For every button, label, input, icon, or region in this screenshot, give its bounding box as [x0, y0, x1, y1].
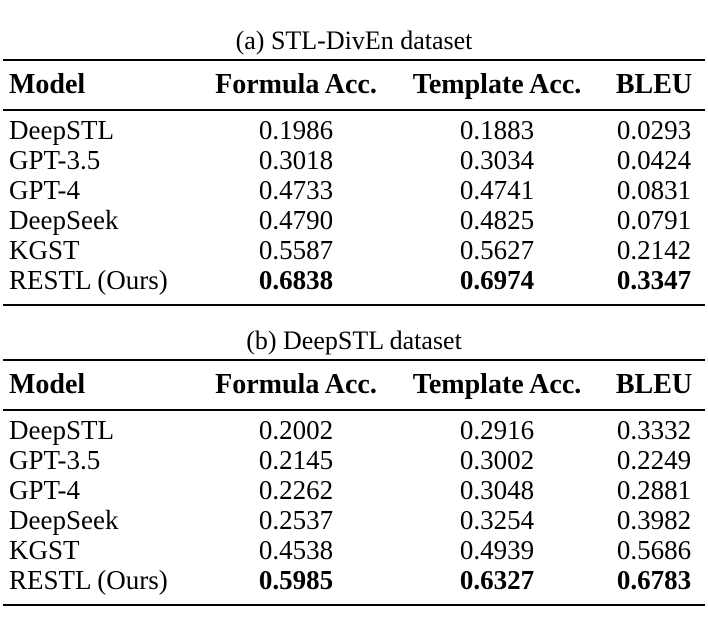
template-acc-cell: 0.2916 — [459, 415, 535, 445]
bleu-cell: 0.0424 — [616, 145, 692, 175]
table-row: GPT-3.5 0.2145 0.3002 0.2249 — [3, 445, 705, 475]
formula-acc-cell: 0.5985 — [258, 565, 334, 595]
model-cell: DeepSTL — [9, 115, 114, 145]
bleu-cell: 0.3332 — [616, 415, 692, 445]
col-header-formula-acc: Formula Acc. — [201, 360, 391, 411]
table-a-caption: (a) STL-DivEn dataset — [235, 26, 473, 55]
template-acc-cell: 0.4825 — [459, 205, 535, 235]
table-row: GPT-3.5 0.3018 0.3034 0.0424 — [3, 145, 705, 175]
model-cell: GPT-3.5 — [9, 145, 101, 175]
header-row: Model Formula Acc. Template Acc. BLEU — [3, 360, 705, 411]
bleu-cell: 0.6783 — [616, 565, 692, 595]
table-row: KGST 0.5587 0.5627 0.2142 — [3, 235, 705, 265]
table-a-body: DeepSTL 0.1986 0.1883 0.0293 GPT-3.5 0.3… — [3, 110, 705, 305]
formula-acc-cell: 0.6838 — [258, 265, 334, 295]
table-b-header: Model Formula Acc. Template Acc. BLEU — [3, 360, 705, 411]
bleu-cell: 0.3982 — [616, 505, 692, 535]
table-row: GPT-4 0.4733 0.4741 0.0831 — [3, 175, 705, 205]
table-a-block: (a) STL-DivEn dataset Model Formula Acc.… — [3, 26, 705, 306]
formula-acc-cell: 0.5587 — [258, 235, 334, 265]
template-acc-cell: 0.6974 — [459, 265, 535, 295]
header-row: Model Formula Acc. Template Acc. BLEU — [3, 60, 705, 111]
formula-acc-cell: 0.2145 — [258, 445, 334, 475]
formula-acc-cell: 0.4790 — [258, 205, 334, 235]
model-cell: GPT-4 — [9, 475, 81, 505]
bleu-cell: 0.3347 — [616, 265, 692, 295]
model-cell: RESTL (Ours) — [9, 565, 168, 595]
formula-acc-cell: 0.4538 — [258, 535, 334, 565]
model-cell: DeepSeek — [9, 205, 119, 235]
formula-acc-cell: 0.3018 — [258, 145, 334, 175]
table-a-header: Model Formula Acc. Template Acc. BLEU — [3, 60, 705, 111]
template-acc-cell: 0.5627 — [459, 235, 535, 265]
table-row: GPT-4 0.2262 0.3048 0.2881 — [3, 475, 705, 505]
template-acc-cell: 0.3048 — [459, 475, 535, 505]
template-acc-cell: 0.6327 — [459, 565, 535, 595]
formula-acc-cell: 0.4733 — [258, 175, 334, 205]
formula-acc-cell: 0.2537 — [258, 505, 334, 535]
template-acc-cell: 0.3254 — [459, 505, 535, 535]
table-row-best: RESTL (Ours) 0.5985 0.6327 0.6783 — [3, 565, 705, 605]
table-row: DeepSTL 0.2002 0.2916 0.3332 — [3, 410, 705, 445]
table-b-block: (b) DeepSTL dataset Model Formula Acc. T… — [3, 326, 705, 606]
col-header-model: Model — [3, 60, 201, 111]
template-acc-cell: 0.3002 — [459, 445, 535, 475]
col-header-template-acc: Template Acc. — [391, 360, 603, 411]
table-b-caption: (b) DeepSTL dataset — [246, 326, 462, 355]
model-cell: GPT-3.5 — [9, 445, 101, 475]
bleu-cell: 0.0831 — [616, 175, 692, 205]
model-cell: DeepSeek — [9, 505, 119, 535]
template-acc-cell: 0.4939 — [459, 535, 535, 565]
formula-acc-cell: 0.1986 — [258, 115, 334, 145]
col-header-template-acc: Template Acc. — [391, 60, 603, 111]
formula-acc-cell: 0.2002 — [258, 415, 334, 445]
table-row-best: RESTL (Ours) 0.6838 0.6974 0.3347 — [3, 265, 705, 305]
model-cell: RESTL (Ours) — [9, 265, 168, 295]
bleu-cell: 0.2881 — [616, 475, 692, 505]
model-cell: DeepSTL — [9, 415, 114, 445]
model-cell: KGST — [9, 535, 80, 565]
formula-acc-cell: 0.2262 — [258, 475, 334, 505]
bleu-cell: 0.0791 — [616, 205, 692, 235]
template-acc-cell: 0.1883 — [459, 115, 535, 145]
bleu-cell: 0.2142 — [616, 235, 692, 265]
template-acc-cell: 0.3034 — [459, 145, 535, 175]
table-b-body: DeepSTL 0.2002 0.2916 0.3332 GPT-3.5 0.2… — [3, 410, 705, 605]
table-a: Model Formula Acc. Template Acc. BLEU De… — [3, 59, 705, 306]
col-header-bleu: BLEU — [603, 60, 705, 111]
template-acc-cell: 0.4741 — [459, 175, 535, 205]
table-row: DeepSeek 0.2537 0.3254 0.3982 — [3, 505, 705, 535]
model-cell: GPT-4 — [9, 175, 81, 205]
col-header-model: Model — [3, 360, 201, 411]
table-row: DeepSTL 0.1986 0.1883 0.0293 — [3, 110, 705, 145]
bleu-cell: 0.0293 — [616, 115, 692, 145]
col-header-formula-acc: Formula Acc. — [201, 60, 391, 111]
table-b: Model Formula Acc. Template Acc. BLEU De… — [3, 359, 705, 606]
bleu-cell: 0.2249 — [616, 445, 692, 475]
model-cell: KGST — [9, 235, 80, 265]
bleu-cell: 0.5686 — [616, 535, 692, 565]
col-header-bleu: BLEU — [603, 360, 705, 411]
table-row: DeepSeek 0.4790 0.4825 0.0791 — [3, 205, 705, 235]
table-row: KGST 0.4538 0.4939 0.5686 — [3, 535, 705, 565]
